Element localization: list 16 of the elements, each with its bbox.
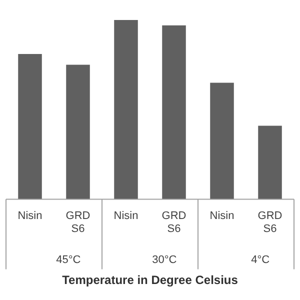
text: 30°C	[152, 254, 177, 266]
text: 4°C	[251, 254, 270, 266]
x-tick-label: Nisin	[18, 210, 42, 222]
x-tick-label: GRD S6	[258, 210, 282, 236]
bar	[18, 54, 42, 200]
x-tick-label: GRD S6	[66, 210, 90, 236]
bar	[66, 64, 90, 200]
x-tick-label: GRD S6	[162, 210, 186, 236]
bar	[258, 126, 282, 200]
bar	[114, 20, 138, 200]
x-tick-label: Nisin	[114, 210, 138, 222]
x-axis-title: Temperature in Degree Celsius	[62, 273, 238, 288]
bar	[162, 25, 186, 200]
bar	[210, 82, 234, 200]
x-tick-label: Nisin	[210, 210, 234, 222]
text: 45°C	[56, 254, 81, 266]
